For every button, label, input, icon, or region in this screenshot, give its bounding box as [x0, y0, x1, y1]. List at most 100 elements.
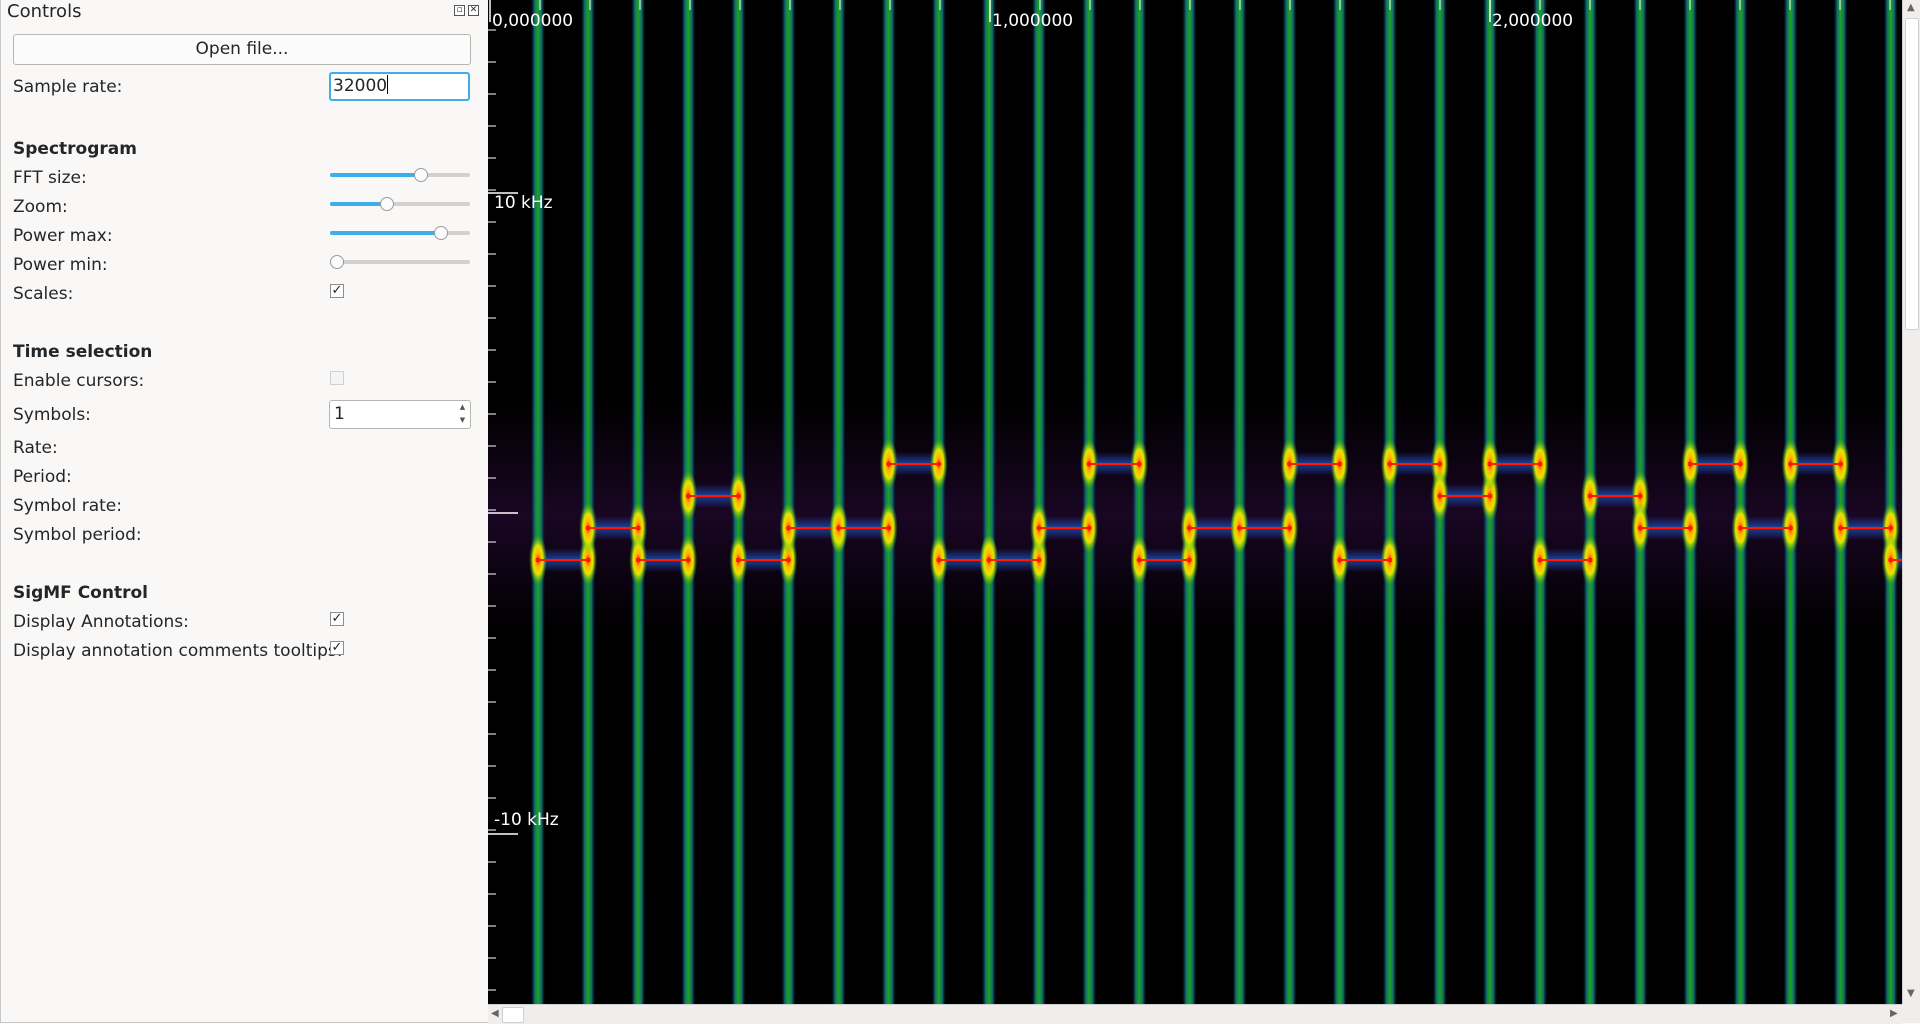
horizontal-scrollbar[interactable]: ◀ ▶: [488, 1004, 1902, 1024]
symbol-edge-marker: [1587, 557, 1593, 563]
scroll-corner: [1902, 1004, 1920, 1023]
symbol-edge-marker: [1838, 461, 1844, 467]
symbol-edge-marker: [1888, 557, 1894, 563]
symbol-edge-marker: [886, 461, 892, 467]
symbols-label: Symbols:: [13, 405, 91, 425]
sample-rate-input[interactable]: 32000: [329, 72, 470, 101]
symbol-edge-marker: [1186, 525, 1192, 531]
symbol-edge-marker: [1637, 493, 1643, 499]
symbol-edge-marker: [1036, 525, 1042, 531]
symbol-edge-marker: [1287, 525, 1292, 531]
symbol-edge-marker: [1637, 525, 1643, 531]
power-max-slider[interactable]: [330, 226, 470, 240]
symbol-edge-marker: [1287, 461, 1292, 467]
symbol-edge-marker: [685, 493, 691, 499]
close-icon[interactable]: ✕: [468, 5, 479, 16]
symbol-edge-marker: [1838, 525, 1844, 531]
time-tick-label: 2,000000: [1492, 11, 1573, 31]
sigmf-heading: SigMF Control: [13, 583, 148, 603]
spectrogram-canvas[interactable]: 0,000000 1,000000 2,000000 10 kHz -10 kHz: [488, 0, 1902, 1004]
vertical-scrollbar[interactable]: ▲ ▼: [1902, 0, 1920, 1004]
symbol-edge-marker: [886, 525, 892, 531]
symbol-edge-marker: [1587, 493, 1593, 499]
freq-tick-label: 10 kHz: [494, 193, 553, 213]
symbol-edge-marker: [1036, 557, 1042, 563]
symbol-edge-marker: [1737, 525, 1743, 531]
symbol-edge-marker: [1788, 461, 1793, 467]
display-annotations-checkbox[interactable]: ✓: [330, 611, 344, 626]
symbol-edge-marker: [786, 525, 791, 531]
tooltips-label: Display annotation comments tooltips:: [13, 641, 343, 661]
scroll-right-icon[interactable]: ▶: [1890, 1008, 1898, 1019]
scales-label: Scales:: [13, 284, 74, 304]
rate-label: Rate:: [13, 438, 58, 458]
fft-size-slider[interactable]: [330, 168, 470, 182]
symbol-edge-marker: [1086, 461, 1092, 467]
symbols-spinbox[interactable]: 1 ▲ ▼: [329, 400, 471, 429]
symbol-edge-marker: [1387, 557, 1393, 563]
slider-handle[interactable]: [414, 168, 428, 182]
tooltips-checkbox[interactable]: ✓: [330, 640, 344, 655]
symbol-edge-marker: [1337, 461, 1343, 467]
symbol-edge-marker: [1487, 493, 1493, 499]
symbol-edge-marker: [1537, 461, 1543, 467]
slider-handle[interactable]: [433, 226, 448, 240]
controls-dock: Controls ▫ ✕ Open file... Sample rate: 3…: [0, 0, 488, 1023]
fft-size-label: FFT size:: [13, 168, 87, 188]
symbol-edge-marker: [836, 525, 842, 531]
scroll-up-icon[interactable]: ▲: [1907, 2, 1915, 13]
power-min-slider[interactable]: [330, 255, 470, 269]
burst-line: [581, 0, 596, 1004]
freq-tick-label: -10 kHz: [494, 810, 559, 830]
symbol-edge-marker: [635, 525, 641, 531]
time-selection-heading: Time selection: [13, 342, 153, 362]
scroll-down-icon[interactable]: ▼: [1907, 988, 1915, 999]
symbol-edge-marker: [585, 557, 591, 563]
symbol-edge-marker: [1788, 525, 1793, 531]
burst-line: [1332, 0, 1347, 1004]
zoom-label: Zoom:: [13, 197, 68, 217]
symbol-edge-marker: [1888, 525, 1894, 531]
symbol-edge-marker: [585, 525, 591, 531]
vertical-scroll-thumb[interactable]: [1905, 18, 1919, 330]
symbol-edge-marker: [786, 557, 791, 563]
open-file-button[interactable]: Open file...: [13, 34, 471, 65]
symbol-period-label: Symbol period:: [13, 525, 142, 545]
spectrogram-view[interactable]: 0,000000 1,000000 2,000000 10 kHz -10 kHz ▲ …: [488, 0, 1920, 1024]
display-annotations-label: Display Annotations:: [13, 612, 189, 632]
burst-line: [1533, 0, 1547, 1004]
burst-line: [1182, 0, 1197, 1004]
symbol-edge-marker: [735, 493, 741, 499]
time-tick-label: 1,000000: [992, 11, 1073, 31]
symbol-edge-marker: [635, 557, 641, 563]
enable-cursors-label: Enable cursors:: [13, 371, 145, 391]
horizontal-scroll-thumb[interactable]: [502, 1007, 524, 1023]
symbol-edge-marker: [1537, 557, 1543, 563]
scales-checkbox[interactable]: ✓: [330, 283, 344, 298]
time-tick-label: 0,000000: [492, 11, 573, 31]
zoom-slider[interactable]: [330, 197, 470, 211]
symbol-rate-label: Symbol rate:: [13, 496, 122, 516]
spin-arrows-icon[interactable]: ▲ ▼: [459, 403, 466, 424]
burst-line: [831, 0, 846, 1004]
symbol-edge-marker: [1086, 525, 1092, 531]
symbol-edge-marker: [1186, 557, 1192, 563]
slider-handle[interactable]: [380, 197, 395, 211]
symbol-edge-marker: [1136, 557, 1142, 563]
scroll-left-icon[interactable]: ◀: [491, 1008, 499, 1019]
symbol-edge-marker: [735, 557, 741, 563]
burst-line: [931, 0, 946, 1004]
float-icon[interactable]: ▫: [454, 5, 465, 16]
burst-line: [981, 0, 996, 1004]
symbol-edge-marker: [936, 557, 942, 563]
symbol-edge-marker: [1487, 461, 1493, 467]
slider-handle[interactable]: [330, 255, 344, 269]
burst-line: [1382, 0, 1397, 1004]
symbol-edge-marker: [1737, 461, 1743, 467]
enable-cursors-checkbox[interactable]: [330, 371, 344, 385]
sample-rate-label: Sample rate:: [13, 77, 123, 97]
symbol-edge-marker: [1437, 461, 1443, 467]
symbol-edge-marker: [535, 557, 541, 563]
symbol-edge-marker: [1387, 461, 1393, 467]
power-min-label: Power min:: [13, 255, 108, 275]
